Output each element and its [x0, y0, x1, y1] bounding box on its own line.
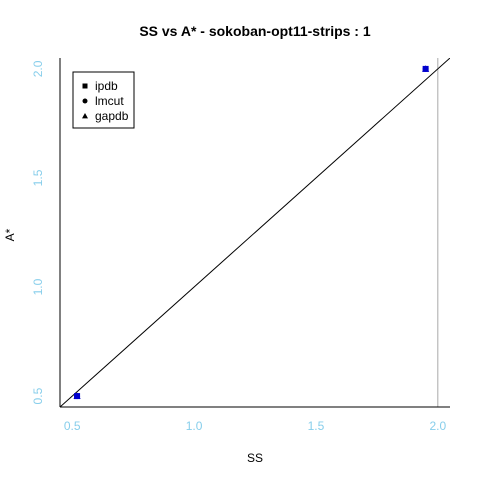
- legend-label-gapdb: gapdb: [95, 109, 129, 123]
- data-point-gapdb: [422, 65, 430, 72]
- legend-marker-lmcut: [82, 98, 88, 104]
- y-tick-label: 1.0: [31, 278, 45, 295]
- y-axis-label: A*: [3, 228, 17, 241]
- data-point-gapdb: [73, 392, 81, 399]
- chart-title: SS vs A* - sokoban-opt11-strips : 1: [139, 23, 371, 39]
- legend-marker-ipdb: [82, 83, 88, 89]
- y-tick-label: 2.0: [31, 60, 45, 77]
- legend-marker-gapdb: [82, 113, 88, 119]
- x-tick-label: 1.5: [308, 419, 325, 433]
- x-tick-label: 1.0: [186, 419, 203, 433]
- y-tick-label: 0.5: [31, 387, 45, 404]
- plot-area: 0.5 1.0 1.5 2.0 0.5 1.0 1.5 2.0: [31, 58, 450, 433]
- y-tick-label: 1.5: [31, 169, 45, 186]
- x-tick-label: 2.0: [429, 419, 446, 433]
- legend-label-ipdb: ipdb: [95, 79, 118, 93]
- x-tick-label: 0.5: [64, 419, 81, 433]
- diagonal-line: [60, 58, 450, 407]
- x-axis-label: SS: [247, 451, 263, 465]
- legend-label-lmcut: lmcut: [95, 94, 124, 108]
